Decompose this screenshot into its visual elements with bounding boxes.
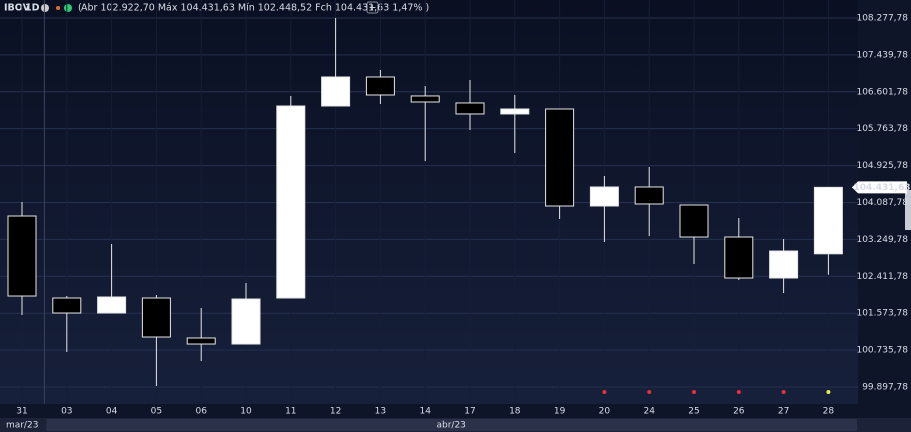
signal-dot	[826, 390, 831, 394]
x-tick-label: 13	[375, 407, 386, 417]
icon	[56, 6, 60, 10]
y-tick-label: 100.735,78	[856, 346, 908, 356]
candle-body	[500, 108, 530, 115]
x-tick-label: 04	[106, 407, 118, 417]
status-icon	[64, 4, 72, 12]
signal-dot	[781, 390, 786, 394]
header-label: Abr	[81, 3, 98, 14]
x-tick-label: 27	[778, 407, 789, 417]
candle-body	[97, 296, 127, 314]
x-tick-label: 03	[61, 407, 72, 417]
candle-body	[813, 186, 843, 255]
candle-body	[321, 76, 351, 107]
add-button[interactable]	[366, 1, 379, 14]
header-text: )	[425, 3, 429, 14]
candle-body	[186, 337, 216, 345]
candle-body	[679, 204, 709, 238]
candle-body	[141, 297, 171, 338]
add-icon[interactable]: +	[369, 3, 377, 14]
candle-body	[231, 298, 261, 345]
candle-body	[769, 250, 799, 279]
y-tick-label: 108.277,78	[856, 13, 908, 23]
scroll-handle[interactable]	[905, 190, 911, 230]
signal-dot	[602, 390, 607, 394]
candle-body	[589, 186, 619, 207]
candle-body	[634, 186, 664, 205]
y-tick-label: 107.439,78	[856, 50, 908, 60]
header-value: 104.431,63	[180, 3, 234, 14]
month-label: abr/23	[436, 421, 465, 431]
x-tick-label: 24	[643, 407, 655, 417]
last-price-label: 104.431,63	[854, 183, 911, 193]
x-tick-label: 31	[16, 407, 27, 417]
header-label: Máx	[158, 3, 178, 14]
x-tick-label: 19	[554, 407, 566, 417]
header-value: 102.448,52	[258, 3, 312, 14]
candle-body	[410, 95, 440, 103]
x-tick-label: 18	[509, 407, 521, 417]
month-label: mar/23	[6, 421, 38, 431]
x-tick-label: 20	[599, 407, 611, 417]
header: IBOV 1D + (Abr102.922,70Máx104.431,63Mín…	[4, 1, 429, 14]
x-tick-label: 28	[823, 407, 835, 417]
x-tick-label: 25	[688, 407, 699, 417]
candle-body	[365, 76, 395, 96]
signal-dot	[692, 390, 696, 394]
x-tick-label: 06	[195, 407, 207, 417]
signal-dot	[647, 390, 652, 394]
signal-dot	[736, 390, 741, 394]
x-tick-label: 12	[330, 407, 341, 417]
x-tick-label: 11	[285, 407, 296, 417]
y-tick-label: 104.925,78	[856, 161, 908, 171]
x-tick-label: 10	[240, 407, 252, 417]
x-tick-label: 05	[151, 407, 162, 417]
header-value: 104.431,63	[335, 3, 389, 14]
icon[interactable]	[41, 4, 49, 12]
candle-body	[52, 297, 82, 314]
y-tick-label: 99.897,78	[862, 383, 908, 393]
interval[interactable]: 1D	[25, 3, 40, 14]
symbol[interactable]: IBOV	[4, 3, 31, 14]
header-label: Fch	[315, 3, 332, 14]
x-tick-label: 26	[733, 407, 745, 417]
header-text: (	[78, 3, 82, 14]
time-axis	[0, 404, 858, 418]
y-tick-label: 104.087,78	[856, 198, 908, 208]
candle-body	[455, 102, 485, 115]
header-change: 1,47%	[392, 3, 422, 14]
y-tick-label: 101.573,78	[856, 309, 908, 319]
y-tick-label: 105.763,78	[856, 124, 908, 134]
month-segment	[46, 419, 857, 431]
candle-body	[724, 236, 754, 279]
y-tick-label: 103.249,78	[856, 235, 908, 245]
candle-body	[276, 105, 306, 299]
header-value: 102.922,70	[100, 3, 154, 14]
candle-body	[545, 108, 575, 207]
candle-body	[7, 215, 37, 297]
y-tick-label: 106.601,78	[856, 87, 908, 97]
x-tick-label: 14	[419, 407, 431, 417]
price-axis	[858, 0, 911, 432]
y-tick-label: 102.411,78	[856, 272, 908, 282]
last-price-tag	[852, 181, 907, 194]
x-tick-label: 17	[464, 407, 475, 417]
